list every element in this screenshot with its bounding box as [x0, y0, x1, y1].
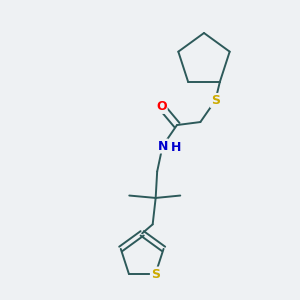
Text: S: S	[151, 268, 160, 281]
Text: N: N	[158, 140, 168, 152]
Text: O: O	[156, 100, 167, 113]
Text: H: H	[171, 141, 181, 154]
Text: S: S	[211, 94, 220, 107]
